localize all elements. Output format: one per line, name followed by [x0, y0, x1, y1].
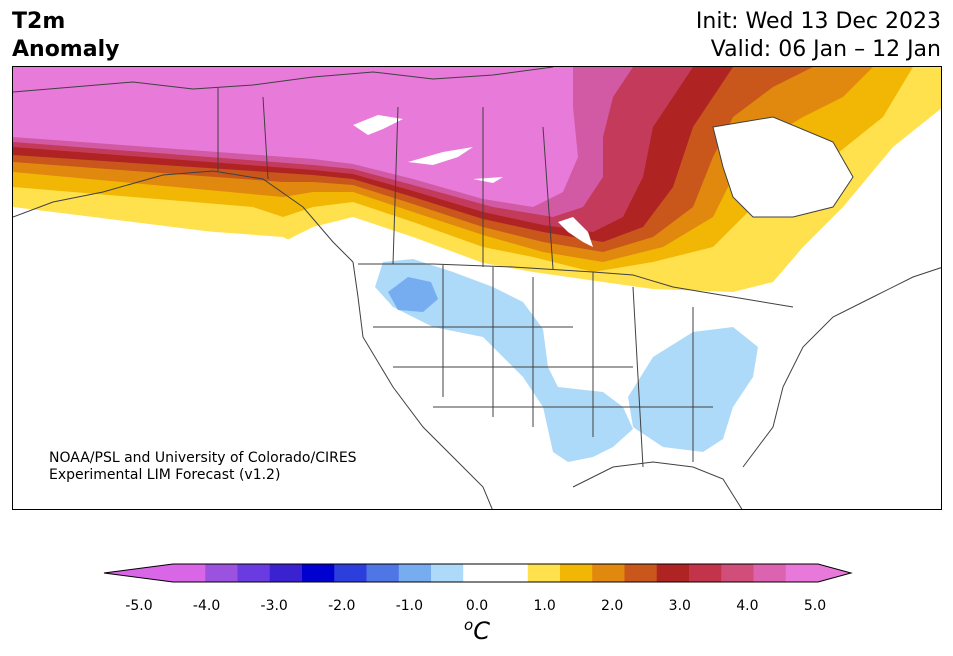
map-title-line1: T2m	[12, 9, 66, 34]
colorbar-tick-label: 3.0	[668, 598, 691, 614]
credit-line2: Experimental LIM Forecast (v1.2)	[49, 467, 281, 483]
colorbar-extend-low	[104, 564, 173, 582]
lake-great-slave	[408, 147, 473, 165]
colorbar-extend-high	[818, 564, 851, 582]
lake-winnipeg	[558, 217, 593, 247]
valid-range: Valid: 06 Jan – 12 Jan	[710, 37, 941, 62]
canada-province-line-1	[262, 96, 269, 180]
colorbar-segment	[656, 564, 690, 582]
colorbar-segment	[269, 564, 303, 582]
colorbar-segment	[527, 564, 561, 582]
colorbar-segment	[785, 564, 819, 582]
lake-athabasca	[473, 177, 503, 183]
colorbar-segment	[753, 564, 787, 582]
colorbar-tick-label: 4.0	[736, 598, 759, 614]
colorbar-tick-label: 2.0	[601, 598, 624, 614]
anomaly-cold-lightblue-west	[375, 259, 633, 462]
colorbar-segment	[398, 564, 432, 582]
map-panel	[12, 66, 942, 510]
map-title: T2m Anomaly	[12, 8, 119, 64]
colorbar-tick-label: -1.0	[395, 598, 424, 614]
credit-line1: NOAA/PSL and University of Colorado/CIRE…	[49, 450, 357, 466]
coastline-gulf	[572, 461, 743, 509]
unit-degree: o	[464, 616, 474, 634]
colorbar-segment	[302, 564, 335, 582]
coastline-west	[352, 261, 493, 509]
coastline-east	[742, 267, 941, 468]
colorbar-segment	[205, 564, 238, 582]
colorbar-tick-label: -5.0	[125, 598, 153, 614]
colorbar	[103, 563, 853, 583]
hudson-bay	[713, 117, 853, 217]
colorbar-segment	[560, 564, 593, 582]
colorbar-segment	[463, 564, 496, 582]
colorbar-outline	[103, 563, 853, 583]
colorbar-segment	[495, 564, 529, 582]
map-title-line2: Anomaly	[12, 37, 120, 62]
forecast-dates: Init: Wed 13 Dec 2023 Valid: 06 Jan – 12…	[696, 8, 941, 64]
canada-province-line-2	[392, 106, 399, 265]
anomaly-map	[13, 67, 941, 509]
colorbar-segment	[689, 564, 722, 582]
coastline-north	[13, 67, 554, 93]
us-canada-border	[358, 263, 794, 308]
boundaries	[13, 67, 941, 509]
colorbar-segment	[624, 564, 658, 582]
unit-letter: C	[473, 617, 490, 645]
anomaly-band-pink	[13, 67, 578, 207]
colorbar-segment	[592, 564, 625, 582]
coastline-alaska	[13, 170, 354, 263]
colorbar-segment	[334, 564, 367, 582]
colorbar-tick-label: 0.0	[465, 598, 489, 614]
us-state-line-5	[632, 286, 644, 468]
colorbar-tick-label: -2.0	[328, 598, 356, 614]
pacific-ocean	[13, 217, 492, 509]
colorbar-tick-label: -4.0	[192, 598, 221, 614]
colorbar-segment	[173, 564, 206, 582]
colorbar-segment	[366, 564, 400, 582]
lake-great-bear	[353, 115, 403, 135]
colorbar-tick-label: 5.0	[803, 598, 827, 614]
colorbar-segment	[721, 564, 754, 582]
atlantic-ocean	[753, 247, 941, 509]
colorbar-segment	[431, 564, 464, 582]
canada-province-line-4	[542, 126, 554, 270]
colorbar-tick-label: 1.0	[533, 598, 556, 614]
colorbar-tick-label: -3.0	[260, 598, 288, 614]
hudson-bay-shore	[712, 116, 854, 218]
anomaly-cold-blue	[388, 277, 438, 312]
colorbar-segments	[104, 564, 851, 582]
init-date: Init: Wed 13 Dec 2023	[695, 9, 941, 34]
colorbar-segment	[237, 564, 271, 582]
gulf-of-mexico	[573, 467, 752, 509]
credit-text: NOAA/PSL and University of Colorado/CIRE…	[49, 450, 357, 484]
colorbar-unit: oC	[464, 616, 490, 645]
